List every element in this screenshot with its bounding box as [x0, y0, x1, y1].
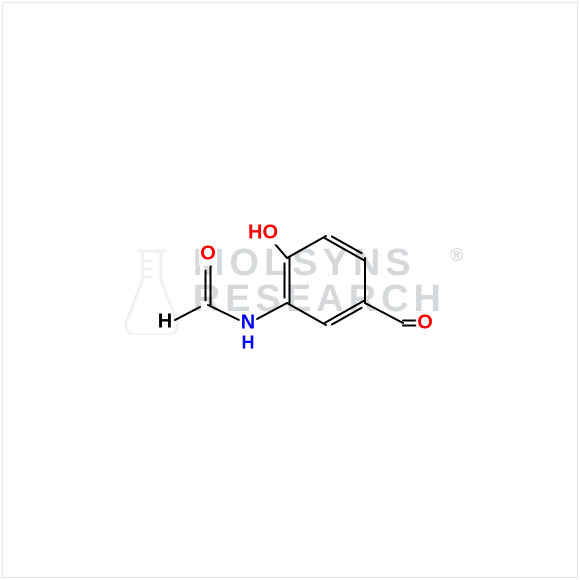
molecule-diagram: HOHONHO — [145, 210, 435, 370]
atom-O_top: O — [199, 243, 217, 266]
atom-H_left: H — [157, 311, 173, 334]
atom-NH: H — [241, 333, 256, 354]
atom-O_right: O — [416, 312, 434, 335]
atom-HO: HO — [247, 222, 279, 245]
molecule-atom-labels: HOHONHO — [145, 210, 435, 370]
watermark-registered: ® — [450, 245, 463, 266]
atom-N: N — [240, 312, 256, 335]
